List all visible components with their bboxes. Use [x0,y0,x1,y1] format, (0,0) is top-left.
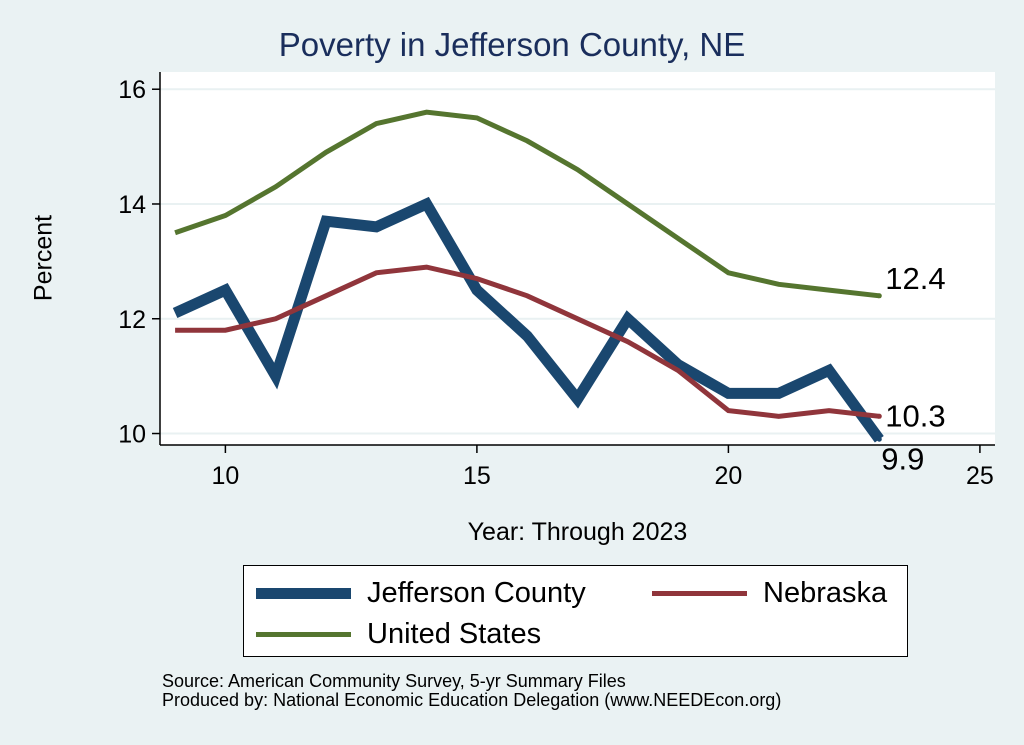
end-label-nebraska: 10.3 [885,398,945,433]
legend-item-jefferson-county: Jefferson County [256,577,586,610]
series-line-nebraska [175,264,880,419]
series-line-united-states [174,109,880,299]
x-tick-label: 25 [966,462,994,490]
y-tick-label: 16 [118,76,146,104]
axes: 10 12 14 16 10 15 20 25 [118,72,995,490]
legend: Jefferson County Nebraska United States [243,565,908,657]
legend-label-nebraska: Nebraska [763,577,888,609]
source-note: Source: American Community Survey, 5-yr … [162,672,781,710]
end-label-jefferson-county: 9.9 [881,441,924,476]
end-point-united-states [876,293,882,299]
legend-swatch-jefferson-county [256,588,351,599]
producer-line: Produced by: National Economic Education… [162,690,782,710]
legend-item-nebraska: Nebraska [652,577,887,610]
legend-label-jefferson-county: Jefferson County [367,577,586,609]
y-axis-label: Percent [29,214,58,302]
gridlines [160,88,995,435]
source-line: Source: American Community Survey, 5-yr … [162,671,626,691]
y-tick-label: 10 [118,421,146,449]
legend-swatch-nebraska [652,591,747,596]
x-tick-label: 10 [211,462,239,490]
plot-area [160,72,995,445]
end-labels: 9.9 10.3 12.4 [876,261,946,476]
series-line-jefferson-county [172,196,884,443]
end-point-nebraska [876,413,882,419]
y-tick-label: 14 [118,191,146,219]
legend-item-united-states: United States [256,618,541,651]
end-label-united-states: 12.4 [885,261,945,296]
legend-swatch-united-states [256,632,351,637]
legend-label-united-states: United States [367,618,542,650]
chart-title: Poverty in Jefferson County, NE [278,26,746,63]
x-axis-label: Year: Through 2023 [467,518,688,546]
x-tick-label: 20 [714,462,742,490]
end-point-jefferson-county [876,436,882,442]
x-tick-label: 15 [463,462,491,490]
series-lines [172,109,884,443]
y-tick-label: 12 [118,306,146,334]
